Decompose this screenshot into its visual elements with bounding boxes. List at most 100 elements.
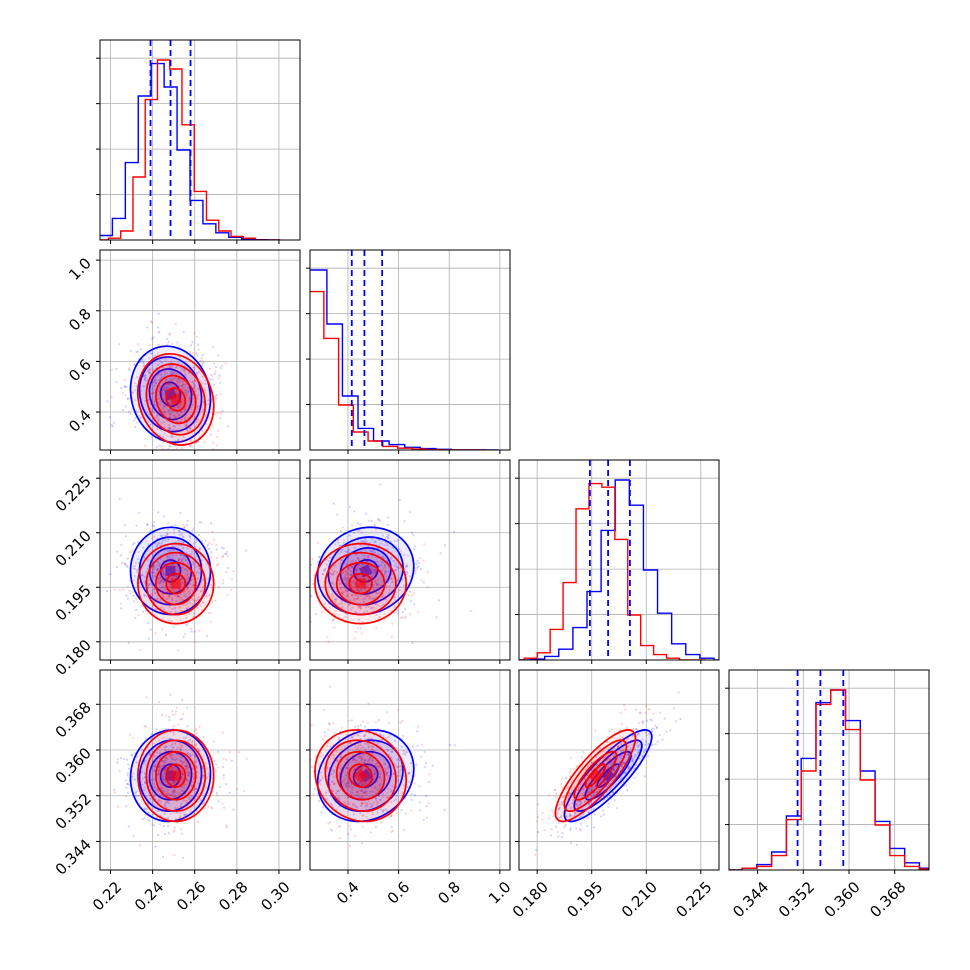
scatter-point xyxy=(181,566,184,569)
scatter-point xyxy=(147,579,150,582)
scatter-point xyxy=(163,760,166,763)
scatter-point xyxy=(178,530,181,533)
scatter-point xyxy=(353,567,356,571)
scatter-point xyxy=(617,745,620,748)
scatter-point xyxy=(136,375,139,379)
scatter-point xyxy=(138,511,141,514)
scatter-point xyxy=(152,521,155,524)
scatter-point xyxy=(157,600,160,603)
scatter-point xyxy=(142,362,145,365)
scatter-point xyxy=(357,564,360,567)
scatter-point xyxy=(221,556,224,559)
scatter-point xyxy=(390,556,393,559)
scatter-point xyxy=(195,420,198,423)
scatter-point xyxy=(126,564,129,567)
scatter-point xyxy=(365,586,368,589)
scatter-point xyxy=(166,387,170,390)
scatter-point xyxy=(400,745,403,749)
scatter-point xyxy=(420,579,423,582)
scatter-point xyxy=(173,789,176,792)
x-tick-label: 0.4 xyxy=(333,878,363,908)
scatter-point xyxy=(360,756,363,759)
scatter-point xyxy=(182,383,185,387)
scatter-point xyxy=(175,412,179,415)
scatter-point xyxy=(379,798,382,801)
scatter-point xyxy=(188,739,191,742)
scatter-point xyxy=(161,540,164,543)
scatter-point xyxy=(638,732,641,735)
scatter-point xyxy=(646,719,649,722)
scatter-point xyxy=(401,610,404,614)
scatter-point xyxy=(345,582,348,585)
scatter-point xyxy=(576,765,579,768)
scatter-point xyxy=(626,738,629,741)
scatter-point xyxy=(376,603,380,607)
scatter-point xyxy=(318,800,321,803)
scatter-point xyxy=(385,541,388,545)
scatter-point xyxy=(123,562,126,565)
scatter-point xyxy=(185,778,188,781)
scatter-point xyxy=(293,735,295,737)
scatter-point xyxy=(135,351,138,354)
scatter-point xyxy=(125,782,129,786)
scatter-point xyxy=(363,748,366,751)
scatter-point xyxy=(365,781,368,785)
y-tick-label: 0.225 xyxy=(52,472,95,515)
scatter-point xyxy=(326,567,329,570)
scatter-point xyxy=(411,745,414,748)
scatter-point xyxy=(196,577,199,580)
scatter-point xyxy=(368,549,371,552)
scatter-point xyxy=(354,630,357,633)
scatter-point xyxy=(372,740,375,744)
scatter-point xyxy=(176,382,179,385)
scatter-point xyxy=(219,412,222,415)
scatter-point xyxy=(415,562,418,565)
y-tick-label: 0.368 xyxy=(52,698,95,741)
scatter-point xyxy=(350,719,353,722)
scatter-point xyxy=(377,765,380,768)
scatter-point xyxy=(386,578,389,582)
scatter-point xyxy=(353,768,356,772)
scatter-point xyxy=(358,529,361,532)
scatter-point xyxy=(569,781,573,784)
scatter-point xyxy=(535,848,538,852)
scatter-point xyxy=(151,575,154,578)
scatter-point xyxy=(192,775,195,778)
scatter-point xyxy=(200,539,203,543)
scatter-point xyxy=(174,710,178,713)
scatter-point xyxy=(390,800,393,804)
scatter-point xyxy=(390,826,393,829)
scatter-point xyxy=(569,756,572,759)
scatter-point xyxy=(353,744,357,747)
scatter-point xyxy=(348,824,351,827)
scatter-point xyxy=(197,598,200,601)
scatter-point xyxy=(335,760,339,763)
scatter-point xyxy=(188,801,191,804)
scatter-point xyxy=(149,753,152,756)
scatter-point xyxy=(147,471,149,473)
scatter-point xyxy=(388,780,391,783)
scatter-point xyxy=(379,733,382,736)
scatter-point xyxy=(368,802,371,805)
scatter-point xyxy=(423,543,426,546)
scatter-point xyxy=(374,571,377,575)
scatter-point xyxy=(342,571,345,574)
scatter-point xyxy=(578,828,582,831)
scatter-point xyxy=(192,577,195,581)
scatter-point xyxy=(356,627,359,630)
scatter-point xyxy=(602,761,605,764)
scatter-point xyxy=(328,685,332,688)
scatter-point xyxy=(170,620,173,623)
scatter-point xyxy=(371,606,374,609)
scatter-point xyxy=(364,791,367,794)
scatter-point xyxy=(172,564,175,567)
scatter-point xyxy=(164,791,167,794)
scatter-point xyxy=(143,594,146,597)
scatter-point xyxy=(318,781,321,784)
scatter-point xyxy=(382,603,385,606)
scatter-point xyxy=(186,563,189,566)
scatter-point xyxy=(182,856,185,860)
scatter-point xyxy=(194,541,197,544)
scatter-point xyxy=(369,790,372,793)
scatter-point xyxy=(347,568,350,571)
